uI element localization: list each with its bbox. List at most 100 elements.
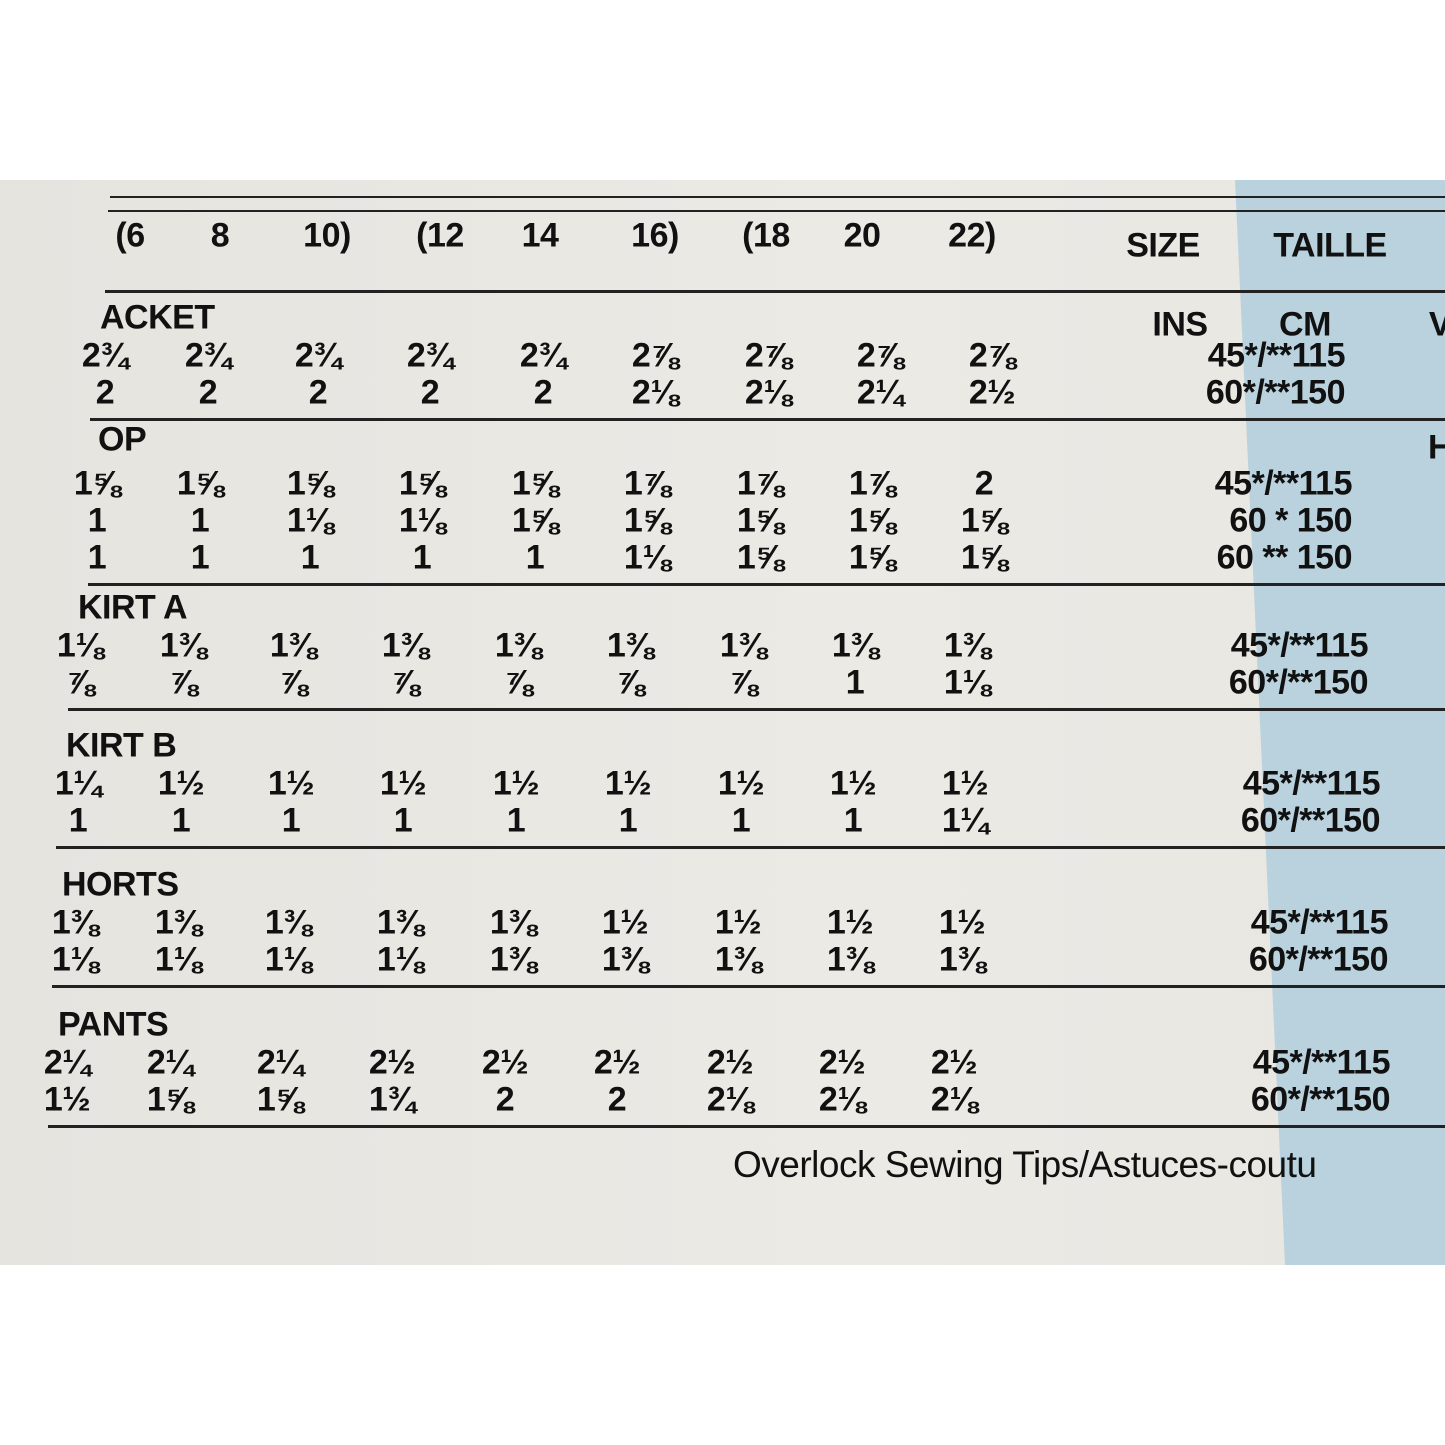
amount: 1½ [601,903,649,942]
section-title: PANTS [58,1005,169,1044]
section-title: OP [98,420,147,459]
fabric-width: 60*/**150 [1250,1080,1391,1119]
amount: 1⅛ [623,538,671,577]
amount: 2⅛ [744,373,792,412]
amount: 1⅛ [376,940,424,979]
amount: ⅞ [729,663,757,702]
amount: 2¼ [146,1043,194,1082]
amount: 1⅝ [848,538,896,577]
amount: 1 [393,801,413,840]
amount: 2¾ [406,336,454,375]
amount: 1⅝ [398,464,446,503]
amount: 1 [525,538,545,577]
fabric-width: 45*/**115 [1252,1043,1391,1082]
size-header: 16) [631,216,679,255]
amount: ⅞ [169,663,197,702]
amount: ⅞ [504,663,532,702]
amount: 1⅛ [943,663,991,702]
amount: 1⅜ [489,903,537,942]
amount: 1⅜ [714,940,762,979]
amount: 1⅛ [51,940,99,979]
amount: 2½ [706,1043,754,1082]
section-title: ACKET [100,298,215,337]
rule [110,196,1445,198]
amount: 1⅝ [286,464,334,503]
size-header: (12 [416,216,464,255]
amount: ⅞ [279,663,307,702]
amount: 1½ [492,764,540,803]
amount: 2⅞ [744,336,792,375]
rule [88,583,1445,586]
amount: 1½ [714,903,762,942]
rule [68,708,1445,711]
amount: 1 [190,538,210,577]
amount: 1½ [267,764,315,803]
amount: 1⅜ [826,940,874,979]
amount: 2 [533,373,553,412]
amount: 1⅝ [848,501,896,540]
rule [105,290,1445,293]
fabric-width: 60*/**150 [1205,373,1346,412]
amount: 1⅝ [960,501,1008,540]
amount: 1⅜ [601,940,649,979]
fabric-width: 60*/**150 [1228,663,1369,702]
amount: 2¾ [519,336,567,375]
fabric-width: 45*/**115 [1207,336,1346,375]
amount: 2⅞ [856,336,904,375]
amount: 1½ [43,1080,91,1119]
amount: 2 [95,373,115,412]
amount: 2½ [968,373,1016,412]
rule [90,418,1445,421]
amount: 1⅜ [269,626,317,665]
amount: 1 [68,801,88,840]
amount: 1¾ [368,1080,416,1119]
amount: 1⅛ [56,626,104,665]
amount: 1⅜ [51,903,99,942]
amount: 2⅛ [631,373,679,412]
section-title: KIRT B [66,726,177,765]
edge-label: V [1428,305,1445,344]
rule [48,1125,1445,1128]
amount: 1⅜ [154,903,202,942]
size-header: 14 [521,216,559,255]
amount: 1⅛ [264,940,312,979]
amount: 1⅝ [736,501,784,540]
amount: 2½ [930,1043,978,1082]
fabric-width: 60*/**150 [1248,940,1389,979]
amount: 1 [300,538,320,577]
amount: 1¼ [941,801,989,840]
amount: 1 [412,538,432,577]
section-title: KIRT A [78,588,188,627]
amount: 1⅜ [381,626,429,665]
amount: 1 [618,801,638,840]
fabric-width: 45*/**115 [1214,464,1353,503]
amount: ⅞ [66,663,94,702]
amount: 1⅛ [154,940,202,979]
amount: 1⅞ [736,464,784,503]
amount: 1⅜ [606,626,654,665]
amount: 1⅝ [146,1080,194,1119]
amount: 1⅞ [848,464,896,503]
size-label: SIZE [1126,226,1200,265]
amount: 2 [607,1080,627,1119]
amount: 1½ [717,764,765,803]
rule [108,210,1445,212]
amount: 1⅜ [943,626,991,665]
amount: 1 [281,801,301,840]
amount: 1⅜ [831,626,879,665]
amount: 1⅝ [256,1080,304,1119]
amount: 2⅞ [968,336,1016,375]
amount: 1½ [604,764,652,803]
amount: 2 [198,373,218,412]
amount: 2½ [593,1043,641,1082]
size-header: 22) [948,216,996,255]
taille-label: TAILLE [1273,226,1387,265]
size-header: (6 [115,216,145,255]
size-header: 20 [843,216,881,255]
amount: 1⅞ [623,464,671,503]
amount: ⅞ [616,663,644,702]
size-header: 10) [303,216,351,255]
unit-label: INS [1152,305,1208,344]
amount: 2¼ [256,1043,304,1082]
rule [56,846,1445,849]
